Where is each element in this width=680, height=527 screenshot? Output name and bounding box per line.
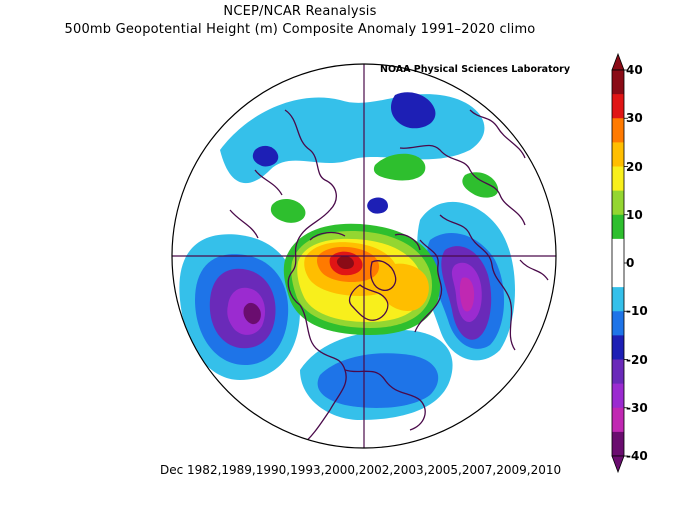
colorbar-tick-label: 40 <box>626 63 643 77</box>
chart-title: NCEP/NCAR Reanalysis <box>223 4 377 19</box>
anomaly-field <box>172 64 556 448</box>
colorbar-segment <box>612 263 624 288</box>
positive-anomaly-band <box>270 198 306 223</box>
colorbar-segment <box>612 142 624 167</box>
colorbar-top-arrow <box>611 52 625 71</box>
negative-anomaly-core <box>390 92 436 129</box>
colorbar-segment <box>612 383 624 409</box>
colorbar-segment <box>612 190 624 216</box>
colorbar-segment <box>612 214 624 240</box>
credit-label: NOAA Physical Sciences Laboratory <box>380 64 571 75</box>
negative-anomaly-core <box>252 145 279 167</box>
colorbar-segment <box>612 287 624 312</box>
negative-anomaly-peak <box>243 302 261 325</box>
composite-years: Dec 1982,1989,1990,1993,2000,2002,2003,2… <box>160 463 562 477</box>
colorbar-segment <box>612 311 624 336</box>
colorbar-segment <box>612 335 624 360</box>
colorbar-tick-label: -20 <box>626 352 648 367</box>
map-boundary <box>171 63 557 449</box>
chart-subtitle: 500mb Geopotential Height (m) Composite … <box>64 22 536 37</box>
negative-anomaly-peak <box>459 277 475 312</box>
colorbar-bottom-arrow <box>611 455 625 474</box>
colorbar-segment <box>612 431 624 457</box>
colorbar-tick-label: 30 <box>626 111 643 126</box>
colorbar-tick-label: 0 <box>626 256 635 270</box>
colorbar-tick-label: 20 <box>626 159 643 174</box>
colorbar-tick-label: -10 <box>626 304 648 319</box>
positive-anomaly-band <box>373 153 426 181</box>
colorbar-segment <box>612 407 624 433</box>
coastlines <box>229 109 549 447</box>
colorbar-segment <box>612 118 624 143</box>
colorbar-segment <box>612 359 624 385</box>
negative-anomaly-core <box>367 197 388 214</box>
positive-anomaly-band <box>462 172 499 198</box>
colorbar-segment <box>612 166 624 192</box>
colorbar-tick-label: -40 <box>626 449 648 463</box>
colorbar <box>611 52 628 474</box>
colorbar-segment <box>612 70 624 95</box>
colorbar-tick-label: -30 <box>626 400 648 415</box>
colorbar-segment <box>612 94 624 119</box>
positive-anomaly-ring <box>377 263 429 311</box>
colorbar-segment <box>612 238 624 264</box>
positive-anomaly-peak <box>336 255 354 270</box>
colorbar-tick-label: 10 <box>626 207 643 222</box>
